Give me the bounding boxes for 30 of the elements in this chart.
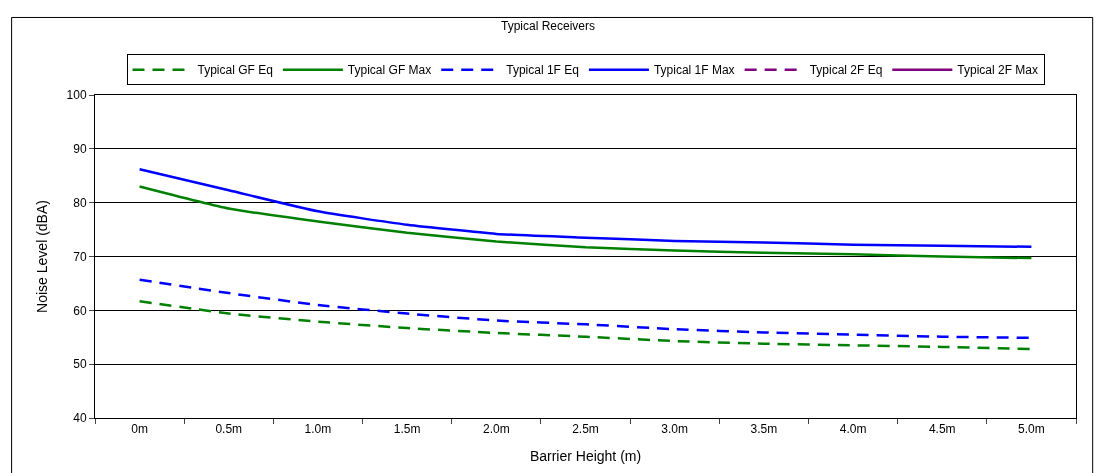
x-tick-label: 2.0m	[482, 422, 510, 437]
x-tick-label: 5.0m	[1018, 422, 1045, 437]
y-tick-label: 80	[73, 195, 87, 210]
line-series	[138, 185, 1033, 260]
chart-title: Typical Receivers	[500, 18, 596, 33]
legend-label: Typical 2F Max	[957, 63, 1039, 78]
y-axis-title: Noise Level (dBA)	[34, 200, 51, 313]
x-tick-label: 0m	[131, 422, 148, 437]
line-series	[138, 168, 1033, 249]
legend-label: Typical GF Eq	[197, 63, 273, 78]
x-tick-label: 3.5m	[750, 422, 778, 437]
x-tick-label: 1.5m	[393, 422, 421, 437]
legend-label: Typical GF Max	[347, 63, 432, 78]
y-tick-label: 60	[73, 303, 87, 318]
x-axis-title: Barrier Height (m)	[529, 447, 642, 464]
x-tick-label: 2.5m	[572, 422, 599, 437]
x-tick-label: 4.5m	[928, 422, 956, 437]
line-series	[138, 299, 1033, 351]
legend-label: Typical 2F Eq	[809, 63, 883, 78]
y-tick-label: 40	[73, 411, 87, 426]
x-tick-label: 1.0m	[304, 422, 332, 437]
y-tick-label: 100	[66, 88, 87, 103]
y-tick-label: 70	[73, 249, 87, 264]
y-tick-label: 50	[73, 357, 87, 372]
x-tick-label: 0.5m	[215, 422, 243, 437]
x-tick-label: 4.0m	[839, 422, 867, 437]
x-tick-label: 3.0m	[661, 422, 689, 437]
legend-label: Typical 1F Eq	[506, 63, 579, 78]
legend-label: Typical 1F Max	[653, 63, 735, 78]
y-tick-label: 90	[73, 142, 87, 157]
